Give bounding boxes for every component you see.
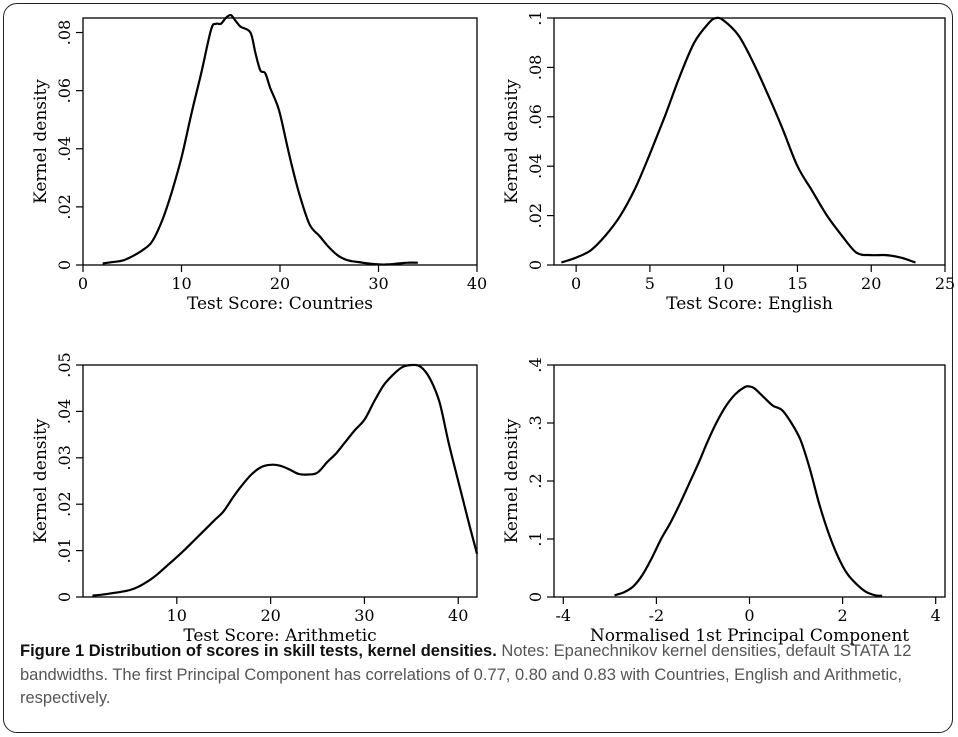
density-curve xyxy=(561,16,916,264)
y-tick-label: .01 xyxy=(55,538,74,563)
y-tick-label: .02 xyxy=(526,203,545,228)
y-tick-label: .02 xyxy=(55,194,74,219)
x-tick-label: 10 xyxy=(171,274,191,293)
y-tick-label: .04 xyxy=(526,153,545,178)
y-tick-label: .1 xyxy=(526,10,545,25)
chart-panel-1: 0 10 20 30 40 0 .02 .04 .06 .08 Test Score: Countr… xyxy=(31,13,487,314)
y-tick-label: 0 xyxy=(526,592,545,602)
x-tick-label: 10 xyxy=(713,274,733,293)
y-tick-label: .02 xyxy=(55,491,74,516)
y-tick-label: 0 xyxy=(55,592,74,602)
y-tick-label: 0 xyxy=(526,260,545,270)
y-axis-title: Kernel density xyxy=(31,418,51,543)
caption-body: Notes: Epanechnikov kernel densities, de… xyxy=(20,642,912,707)
x-tick-label: 0 xyxy=(744,606,754,625)
y-tick-label: .04 xyxy=(55,399,74,424)
x-tick-label: 30 xyxy=(368,274,388,293)
x-axis-title: Test Score: English xyxy=(666,294,833,314)
plot-frame xyxy=(82,364,478,598)
density-curve xyxy=(102,13,418,266)
figure-frame xyxy=(3,3,953,733)
density-curve xyxy=(92,363,479,597)
figure-caption: Figure 1 Distribution of scores in skill… xyxy=(20,640,940,711)
x-tick-label: 25 xyxy=(935,274,955,293)
x-axis-title: Normalised 1st Principal Component xyxy=(590,626,909,646)
y-tick-label: 0 xyxy=(55,260,74,270)
density-curve xyxy=(614,385,883,597)
plot-frame xyxy=(553,364,946,598)
y-tick-label: .4 xyxy=(526,357,545,372)
plot-frame xyxy=(82,17,478,266)
x-tick-label: 2 xyxy=(838,606,848,625)
y-tick-label: .04 xyxy=(55,136,74,161)
x-tick-label: 0 xyxy=(78,274,88,293)
x-tick-label: 40 xyxy=(448,606,468,625)
x-tick-label: 5 xyxy=(645,274,655,293)
x-tick-label: 40 xyxy=(467,274,487,293)
x-tick-label: 10 xyxy=(167,606,187,625)
x-tick-label: -4 xyxy=(556,606,572,625)
y-tick-label: .1 xyxy=(526,531,545,546)
y-tick-label: .06 xyxy=(55,78,74,103)
x-axis-title: Test Score: Arithmetic xyxy=(183,626,376,646)
y-tick-label: .08 xyxy=(526,55,545,80)
x-tick-label: 15 xyxy=(787,274,807,293)
chart-panel-3: 10 20 30 40 0 .01 .02 .03 .04 .05 Test Score: Arit… xyxy=(31,352,479,646)
y-tick-label: .03 xyxy=(55,445,74,470)
x-tick-label: 20 xyxy=(260,606,280,625)
y-axis-title: Kernel density xyxy=(502,418,522,543)
y-axis-title: Kernel density xyxy=(502,79,522,204)
plot-frame xyxy=(553,17,946,266)
y-tick-label: .2 xyxy=(526,473,545,488)
x-tick-label: 0 xyxy=(571,274,581,293)
y-tick-label: .06 xyxy=(526,104,545,129)
x-tick-label: 20 xyxy=(861,274,881,293)
chart-panel-2: 0 5 10 15 20 25 0 .02 .04 .06 .08 .1 Test Score: Eng… xyxy=(502,10,955,314)
chart-panel-4: -4 -2 0 2 4 0 .1 .2 .3 .4 Normalised 1st Principal… xyxy=(502,357,946,646)
y-tick-label: .3 xyxy=(526,415,545,430)
x-tick-label: 20 xyxy=(270,274,290,293)
x-tick-label: -2 xyxy=(649,606,665,625)
x-tick-label: 4 xyxy=(931,606,941,625)
y-axis-title: Kernel density xyxy=(31,79,51,204)
y-tick-label: .05 xyxy=(55,352,74,377)
y-tick-label: .08 xyxy=(55,20,74,45)
x-tick-label: 30 xyxy=(354,606,374,625)
caption-title: Figure 1 Distribution of scores in skill… xyxy=(20,642,497,660)
x-axis-title: Test Score: Countries xyxy=(187,294,373,314)
